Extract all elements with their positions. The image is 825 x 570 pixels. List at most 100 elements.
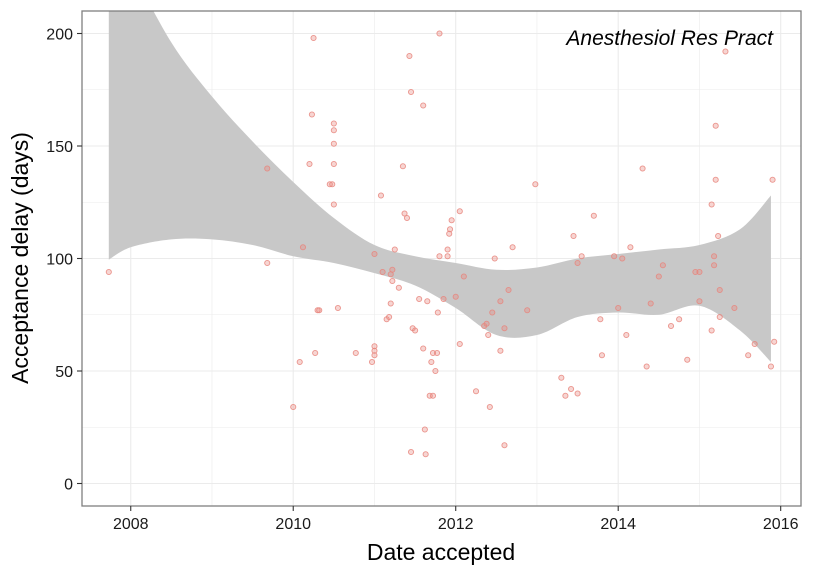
- data-point: [711, 262, 718, 269]
- data-point: [460, 273, 467, 280]
- data-point: [676, 316, 683, 323]
- y-tick-label: 0: [64, 477, 73, 494]
- data-point: [501, 442, 508, 449]
- data-point: [491, 255, 498, 262]
- data-point: [627, 244, 634, 251]
- data-point: [444, 253, 451, 260]
- data-point: [436, 253, 443, 260]
- data-point: [639, 165, 646, 172]
- data-point: [509, 244, 516, 251]
- data-point: [264, 165, 271, 172]
- data-point: [524, 307, 531, 314]
- data-point: [696, 298, 703, 305]
- data-point: [434, 309, 441, 316]
- data-point: [406, 52, 413, 60]
- data-point: [371, 347, 378, 354]
- data-point: [692, 268, 699, 276]
- data-point: [440, 295, 447, 303]
- data-point: [716, 313, 723, 321]
- chart-annotation: Anesthesiol Res Pract: [564, 27, 774, 50]
- data-point: [401, 210, 408, 217]
- data-point: [684, 356, 691, 363]
- data-point: [407, 88, 415, 96]
- data-point: [422, 451, 429, 458]
- points-layer: [105, 30, 778, 458]
- data-point: [456, 340, 463, 348]
- data-point: [731, 304, 738, 312]
- data-point: [716, 286, 723, 294]
- data-point: [647, 300, 654, 307]
- confidence-band: [108, 11, 771, 362]
- y-tick-label: 200: [46, 27, 73, 44]
- data-point: [501, 325, 508, 332]
- data-point: [444, 246, 451, 253]
- data-point: [421, 426, 428, 433]
- data-point: [334, 304, 341, 312]
- data-point: [290, 403, 297, 411]
- data-point: [578, 253, 585, 260]
- data-point: [751, 340, 758, 348]
- data-point: [416, 295, 423, 303]
- data-point: [264, 259, 271, 267]
- data-point: [562, 392, 569, 399]
- data-point: [386, 313, 393, 321]
- data-point: [570, 232, 577, 240]
- data-point: [433, 349, 441, 357]
- data-point: [597, 316, 604, 323]
- data-point: [296, 358, 303, 366]
- data-point: [420, 345, 427, 352]
- data-point: [330, 160, 337, 168]
- data-point: [368, 358, 376, 366]
- data-point: [389, 266, 396, 273]
- data-point: [452, 293, 459, 300]
- y-tick-label: 100: [46, 252, 73, 269]
- data-point: [659, 262, 666, 269]
- x-tick-label: 2012: [438, 516, 474, 533]
- data-point: [387, 300, 394, 307]
- data-point: [371, 250, 378, 258]
- data-point: [505, 286, 512, 294]
- data-point: [330, 140, 337, 147]
- data-point: [310, 34, 317, 42]
- data-point: [611, 253, 618, 260]
- x-tick-label: 2016: [763, 516, 799, 533]
- data-point: [377, 192, 385, 199]
- data-point: [436, 30, 443, 37]
- data-point: [412, 327, 419, 334]
- x-tick-label: 2008: [113, 516, 149, 533]
- data-point: [432, 367, 439, 375]
- data-point: [489, 309, 496, 316]
- data-point: [722, 48, 729, 55]
- data-point: [574, 259, 581, 267]
- data-point: [330, 120, 337, 127]
- y-axis: 0 50 100 150 200: [46, 27, 82, 494]
- data-point: [708, 201, 715, 208]
- data-point: [667, 322, 675, 330]
- data-point: [532, 181, 539, 188]
- data-point: [352, 349, 359, 357]
- data-point: [712, 176, 719, 183]
- data-point: [308, 111, 315, 118]
- data-point: [420, 102, 427, 109]
- data-point: [558, 374, 565, 381]
- data-point: [745, 352, 752, 359]
- data-point: [708, 327, 715, 334]
- data-point: [446, 230, 453, 237]
- data-point: [371, 343, 378, 350]
- data-point: [424, 298, 431, 305]
- data-point: [446, 226, 454, 233]
- data-point: [407, 448, 415, 456]
- data-point: [299, 244, 307, 251]
- data-point: [314, 307, 321, 314]
- data-point: [429, 392, 437, 399]
- data-point: [306, 160, 313, 168]
- data-point: [379, 268, 386, 276]
- data-point: [769, 176, 776, 183]
- x-axis: 2008 2010 2012 2014 2016: [113, 506, 799, 533]
- data-point: [428, 358, 435, 366]
- data-point: [389, 277, 396, 285]
- data-point: [497, 298, 504, 305]
- data-point: [715, 232, 722, 240]
- data-point: [568, 385, 575, 393]
- smooth-band-layer: [108, 11, 771, 362]
